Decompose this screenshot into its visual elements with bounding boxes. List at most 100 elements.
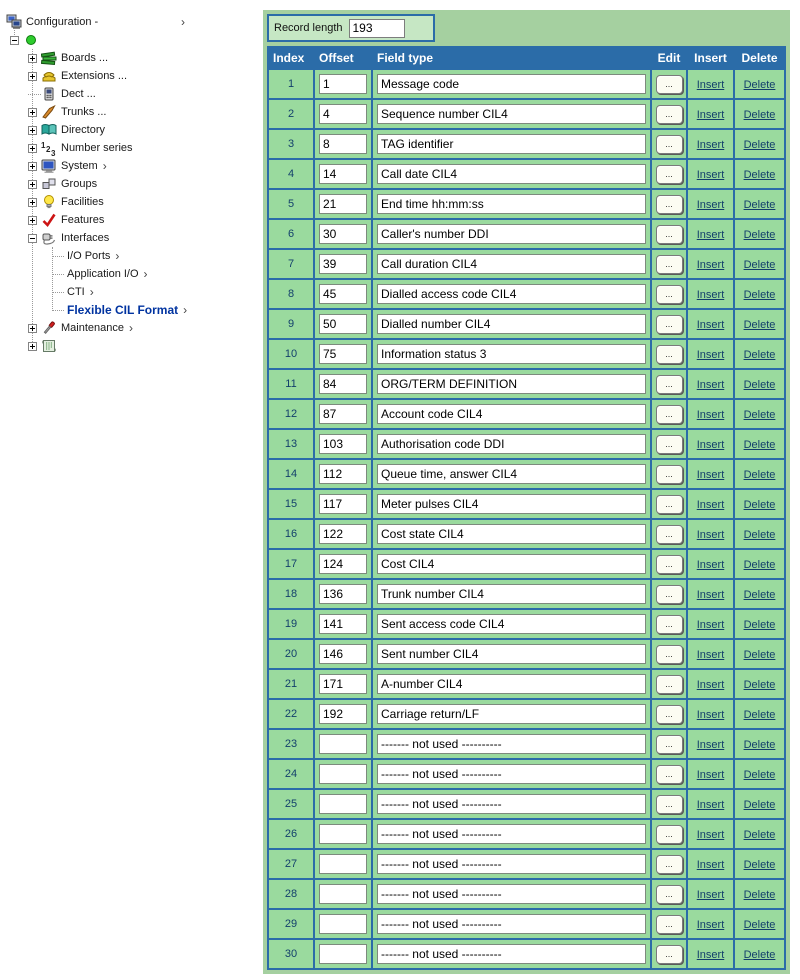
offset-input[interactable] <box>319 494 367 514</box>
record-length-input[interactable] <box>348 18 405 38</box>
expander-plus-icon[interactable] <box>28 161 37 171</box>
insert-link[interactable]: Insert <box>696 229 725 241</box>
insert-link[interactable]: Insert <box>696 379 725 391</box>
tree-item-maintenance[interactable]: Maintenance › <box>6 319 260 337</box>
tree-item-interfaces[interactable]: Interfaces <box>6 229 260 247</box>
delete-link[interactable]: Delete <box>743 289 776 301</box>
tree-item-boards[interactable]: Boards ... <box>6 49 260 67</box>
offset-input[interactable] <box>319 884 367 904</box>
field-type-input[interactable] <box>377 734 646 754</box>
delete-link[interactable]: Delete <box>743 769 776 781</box>
delete-link[interactable]: Delete <box>743 889 776 901</box>
tree-item-extensions[interactable]: Extensions ... <box>6 67 260 85</box>
delete-link[interactable]: Delete <box>743 949 776 961</box>
edit-button[interactable]: ... <box>655 164 683 184</box>
offset-input[interactable] <box>319 854 367 874</box>
edit-button[interactable]: ... <box>655 794 683 814</box>
delete-link[interactable]: Delete <box>743 229 776 241</box>
offset-input[interactable] <box>319 374 367 394</box>
field-type-input[interactable] <box>377 74 646 94</box>
edit-button[interactable]: ... <box>655 134 683 154</box>
delete-link[interactable]: Delete <box>743 199 776 211</box>
tree-item-flexible-cil-format[interactable]: Flexible CIL Format › <box>6 301 260 319</box>
field-type-input[interactable] <box>377 164 646 184</box>
field-type-input[interactable] <box>377 764 646 784</box>
offset-input[interactable] <box>319 254 367 274</box>
edit-button[interactable]: ... <box>655 284 683 304</box>
tree-item-cti[interactable]: CTI › <box>6 283 260 301</box>
expander-minus-icon[interactable] <box>28 233 37 243</box>
offset-input[interactable] <box>319 404 367 424</box>
offset-input[interactable] <box>319 824 367 844</box>
field-type-input[interactable] <box>377 284 646 304</box>
tree-item-i-o-ports[interactable]: I/O Ports › <box>6 247 260 265</box>
tree-item-groups[interactable]: Groups <box>6 175 260 193</box>
edit-button[interactable]: ... <box>655 254 683 274</box>
field-type-input[interactable] <box>377 854 646 874</box>
delete-link[interactable]: Delete <box>743 139 776 151</box>
delete-link[interactable]: Delete <box>743 829 776 841</box>
delete-link[interactable]: Delete <box>743 859 776 871</box>
delete-link[interactable]: Delete <box>743 169 776 181</box>
field-type-input[interactable] <box>377 554 646 574</box>
delete-link[interactable]: Delete <box>743 799 776 811</box>
edit-button[interactable]: ... <box>655 854 683 874</box>
field-type-input[interactable] <box>377 794 646 814</box>
delete-link[interactable]: Delete <box>743 559 776 571</box>
field-type-input[interactable] <box>377 884 646 904</box>
field-type-input[interactable] <box>377 524 646 544</box>
delete-link[interactable]: Delete <box>743 79 776 91</box>
delete-link[interactable]: Delete <box>743 619 776 631</box>
insert-link[interactable]: Insert <box>696 469 725 481</box>
edit-button[interactable]: ... <box>655 584 683 604</box>
field-type-input[interactable] <box>377 584 646 604</box>
field-type-input[interactable] <box>377 914 646 934</box>
expander-plus-icon[interactable] <box>28 179 37 189</box>
delete-link[interactable]: Delete <box>743 679 776 691</box>
tree-item-configuration[interactable]: Configuration - › <box>6 13 260 31</box>
tree-item-application-i-o[interactable]: Application I/O › <box>6 265 260 283</box>
offset-input[interactable] <box>319 584 367 604</box>
field-type-input[interactable] <box>377 944 646 964</box>
insert-link[interactable]: Insert <box>696 919 725 931</box>
tree-item-number-series[interactable]: 1 2 3 Number series <box>6 139 260 157</box>
edit-button[interactable]: ... <box>655 914 683 934</box>
delete-link[interactable]: Delete <box>743 499 776 511</box>
expander-plus-icon[interactable] <box>28 215 37 225</box>
offset-input[interactable] <box>319 464 367 484</box>
edit-button[interactable]: ... <box>655 434 683 454</box>
tree-item-node[interactable] <box>6 337 260 355</box>
delete-link[interactable]: Delete <box>743 259 776 271</box>
edit-button[interactable]: ... <box>655 344 683 364</box>
expander-plus-icon[interactable] <box>28 323 37 333</box>
delete-link[interactable]: Delete <box>743 319 776 331</box>
insert-link[interactable]: Insert <box>696 259 725 271</box>
expander-plus-icon[interactable] <box>28 197 37 207</box>
insert-link[interactable]: Insert <box>696 289 725 301</box>
insert-link[interactable]: Insert <box>696 769 725 781</box>
field-type-input[interactable] <box>377 614 646 634</box>
offset-input[interactable] <box>319 344 367 364</box>
offset-input[interactable] <box>319 914 367 934</box>
offset-input[interactable] <box>319 314 367 334</box>
field-type-input[interactable] <box>377 644 646 664</box>
insert-link[interactable]: Insert <box>696 139 725 151</box>
delete-link[interactable]: Delete <box>743 739 776 751</box>
insert-link[interactable]: Insert <box>696 889 725 901</box>
expander-plus-icon[interactable] <box>28 53 37 63</box>
expander-plus-icon[interactable] <box>28 71 37 81</box>
tree-item-system[interactable]: System › <box>6 157 260 175</box>
offset-input[interactable] <box>319 614 367 634</box>
delete-link[interactable]: Delete <box>743 589 776 601</box>
insert-link[interactable]: Insert <box>696 589 725 601</box>
insert-link[interactable]: Insert <box>696 109 725 121</box>
insert-link[interactable]: Insert <box>696 739 725 751</box>
insert-link[interactable]: Insert <box>696 559 725 571</box>
field-type-input[interactable] <box>377 434 646 454</box>
offset-input[interactable] <box>319 164 367 184</box>
expander-plus-icon[interactable] <box>28 125 37 135</box>
field-type-input[interactable] <box>377 374 646 394</box>
offset-input[interactable] <box>319 134 367 154</box>
tree-item-trunks[interactable]: Trunks ... <box>6 103 260 121</box>
offset-input[interactable] <box>319 284 367 304</box>
